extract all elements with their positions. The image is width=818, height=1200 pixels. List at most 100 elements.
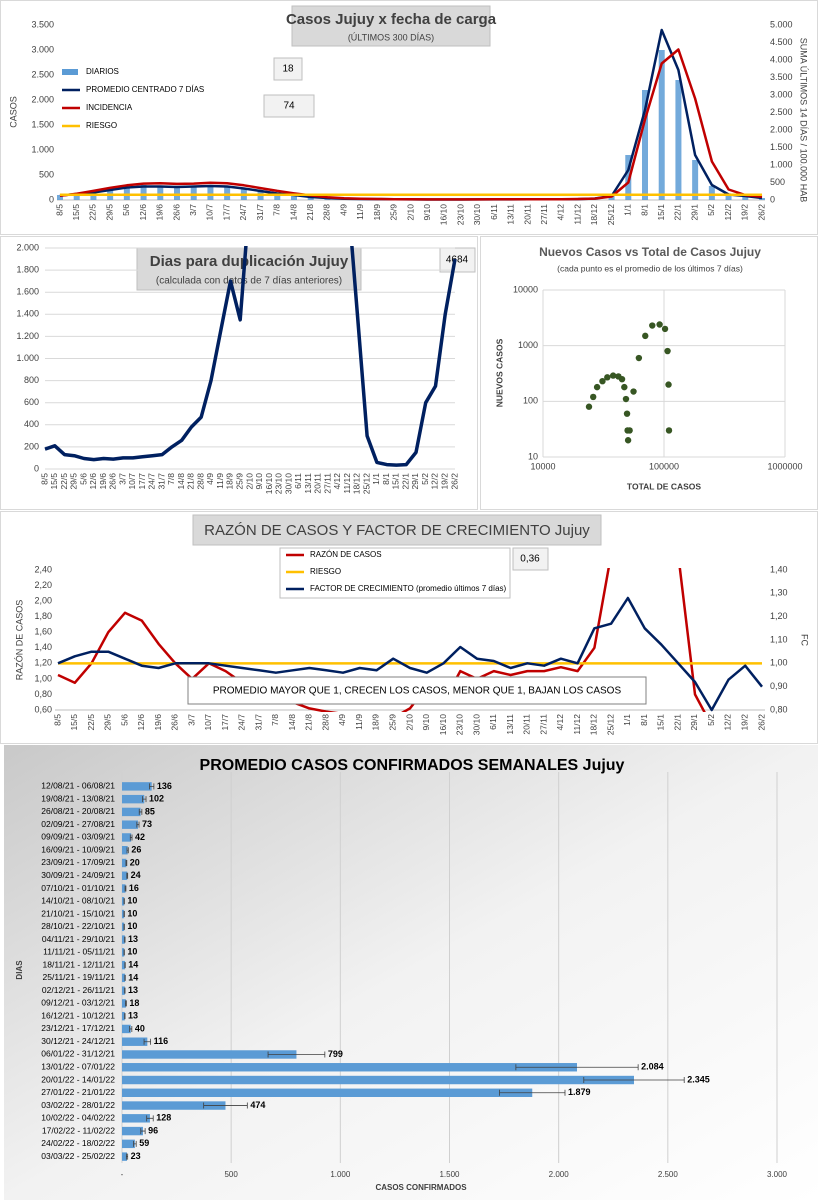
series-line — [59, 48, 763, 201]
x-tick-label: 30/10 — [471, 714, 481, 736]
y2-axis-title: FC — [800, 634, 810, 646]
value-label: 116 — [154, 1036, 169, 1046]
x-tick-label: 1/1 — [371, 473, 381, 485]
value-label: 26 — [131, 845, 141, 855]
x-tick-label: 18/12 — [352, 473, 362, 495]
legend-label: DIARIOS — [86, 67, 119, 76]
x-tick-label: 27/11 — [538, 714, 548, 735]
value-label: 14 — [128, 959, 138, 969]
bar — [725, 194, 732, 200]
x-tick-label: 30/10 — [472, 204, 482, 226]
x-tick-label: 26/6 — [170, 714, 180, 731]
bar — [122, 1011, 125, 1021]
error-bar — [129, 834, 133, 841]
y-tick-label: 2,20 — [34, 580, 52, 590]
chart-title: Casos Jujuy x fecha de carga — [286, 11, 497, 28]
x-tick-label: 8/5 — [39, 473, 49, 485]
x-tick-label: 8/1 — [381, 473, 391, 485]
panel — [4, 745, 818, 1200]
value-label: 136 — [157, 781, 172, 791]
x-tick-label: 26/6 — [171, 204, 181, 221]
y2-tick-label: 4.000 — [770, 54, 793, 64]
y2-tick-label: 2.500 — [770, 107, 793, 117]
bar — [122, 884, 126, 893]
y-tick-label: 1.600 — [16, 287, 39, 297]
x-tick-label: 7/8 — [270, 714, 280, 726]
x-tick-label: 3/7 — [117, 473, 127, 485]
x-tick-label: 16/10 — [438, 714, 448, 736]
y-tick-label: 23/09/21 - 17/09/21 — [41, 857, 115, 867]
bar — [122, 935, 125, 944]
x-tick-label: 18/9 — [371, 714, 381, 731]
y-axis-title: DIAS — [15, 960, 24, 980]
error-bar — [133, 1140, 137, 1147]
x-tick-label: 20/11 — [522, 714, 532, 735]
x-tick-label: 12/6 — [136, 714, 146, 731]
x-tick-label: 2/10 — [244, 473, 254, 490]
x-tick-label: 29/5 — [103, 714, 113, 731]
legend-label: INCIDENCIA — [86, 103, 133, 112]
x-tick-label: 25/12 — [606, 204, 616, 226]
chart-title: RAZÓN DE CASOS Y FACTOR DE CRECIMIENTO J… — [204, 522, 590, 539]
y-tick-label: 09/09/21 - 03/09/21 — [41, 832, 115, 842]
x-tick-label: 15/5 — [49, 473, 59, 490]
y-tick-label: 200 — [24, 441, 39, 451]
x-tick-label: 10/7 — [203, 714, 213, 731]
bar — [122, 922, 125, 932]
x-tick-label: 17/7 — [221, 204, 231, 221]
y-tick-label: 1.500 — [31, 119, 54, 129]
panel — [480, 236, 818, 510]
x-tick-label: 30/10 — [283, 473, 293, 495]
y-tick-label: 2.000 — [31, 94, 54, 104]
error-bar — [583, 1077, 685, 1084]
x-tick-label: 20/11 — [313, 473, 323, 494]
annotation: 0,36 — [520, 554, 540, 565]
point — [599, 377, 606, 385]
y-tick-label: 0 — [34, 463, 39, 473]
point — [593, 383, 601, 391]
x-tick-label: 28/8 — [322, 204, 332, 221]
bar — [122, 1088, 533, 1097]
bar — [742, 195, 749, 200]
x-tick-label: 14/8 — [288, 204, 298, 221]
x-tick-label: 8/5 — [54, 204, 64, 216]
legend-label: FACTOR DE CRECIMIENTO (promedio últimos … — [310, 584, 507, 593]
y-tick-label: 1,80 — [34, 611, 52, 621]
y2-tick-label: 0 — [770, 194, 775, 204]
x-tick-label: 12/2 — [723, 714, 733, 731]
x-tick-label: 26/6 — [108, 473, 118, 490]
point — [665, 381, 672, 388]
x-tick-label: 13/11 — [506, 204, 516, 225]
value-label: 42 — [135, 832, 145, 842]
bar — [122, 1114, 150, 1123]
y-tick-label: 2.000 — [16, 242, 39, 252]
x-tick-label: 1/1 — [623, 204, 633, 216]
title-box — [192, 514, 602, 546]
error-bar — [203, 1102, 248, 1109]
y-tick-label: 100 — [523, 396, 538, 406]
value-label: 23 — [131, 1151, 141, 1161]
x-tick-label: 15/5 — [69, 714, 79, 731]
x-tick-label: 25/9 — [234, 473, 244, 490]
bar — [122, 973, 126, 983]
bar — [122, 782, 152, 791]
x-tick-label: 11/12 — [342, 473, 352, 494]
error-bar — [126, 872, 129, 879]
bar — [57, 195, 63, 200]
x-tick-label: 21/8 — [305, 204, 315, 221]
x-tick-label: 11/12 — [572, 714, 582, 735]
bar — [122, 960, 126, 970]
value-label: 10 — [127, 921, 137, 931]
x-tick-label: 8/1 — [639, 714, 649, 726]
y-tick-label: 600 — [24, 397, 39, 407]
bar — [122, 999, 126, 1008]
legend-swatch — [62, 69, 78, 75]
y-tick-label: 17/02/22 - 11/02/22 — [42, 1125, 115, 1135]
y-tick-label: 0,80 — [34, 689, 52, 699]
x-tick-label: 13/11 — [505, 714, 515, 735]
x-tick-label: 25/9 — [389, 204, 399, 221]
x-tick-label: 14/8 — [176, 473, 186, 490]
x-tick-label: 5/6 — [121, 204, 131, 216]
y-tick-label: 13/01/22 - 07/01/22 — [41, 1062, 115, 1072]
x-tick-label: 19/6 — [153, 714, 163, 731]
